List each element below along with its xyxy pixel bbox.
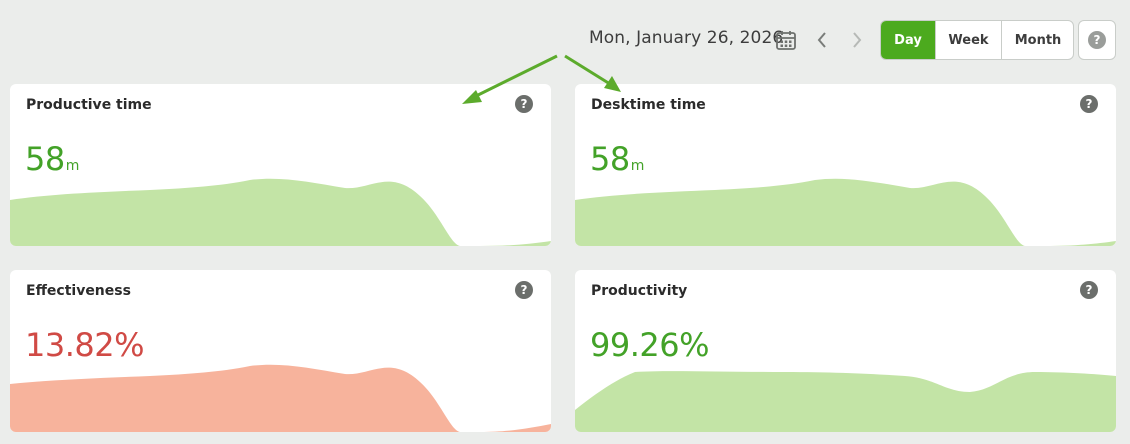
help-icon[interactable]: ? xyxy=(515,95,533,113)
range-month-button[interactable]: Month xyxy=(1014,32,1062,48)
chevron-right-icon[interactable] xyxy=(847,28,867,52)
card-value: 99.26% xyxy=(590,326,710,364)
card-desktime-time: Desktime time ? 58m xyxy=(575,84,1116,246)
card-effectiveness: Effectiveness ? 13.82% xyxy=(10,270,551,432)
range-switcher: Day Week Month xyxy=(880,20,1074,60)
help-icon: ? xyxy=(1088,31,1106,49)
card-title: Productive time xyxy=(26,97,152,113)
area-chart xyxy=(575,371,1116,432)
card-title: Productivity xyxy=(591,283,688,299)
card-productivity: Productivity ? 99.26% xyxy=(575,270,1116,432)
chevron-left-icon[interactable] xyxy=(812,28,832,52)
card-title: Desktime time xyxy=(591,97,706,113)
help-icon[interactable]: ? xyxy=(1080,281,1098,299)
calendar-icon[interactable] xyxy=(774,28,798,52)
help-icon[interactable]: ? xyxy=(1080,95,1098,113)
help-icon[interactable]: ? xyxy=(515,281,533,299)
area-chart xyxy=(10,364,551,432)
current-date: Mon, January 26, 2026 xyxy=(589,28,784,48)
range-day-button[interactable]: Day xyxy=(881,21,936,59)
area-chart xyxy=(575,178,1116,246)
card-value: 13.82% xyxy=(25,326,145,364)
card-value: 58m xyxy=(590,140,644,178)
card-value: 58m xyxy=(25,140,79,178)
area-chart xyxy=(10,178,551,246)
card-productive-time: Productive time ? 58m xyxy=(10,84,551,246)
card-title: Effectiveness xyxy=(26,283,131,299)
help-button[interactable]: ? xyxy=(1078,20,1116,60)
range-week-button[interactable]: Week xyxy=(936,21,1002,59)
